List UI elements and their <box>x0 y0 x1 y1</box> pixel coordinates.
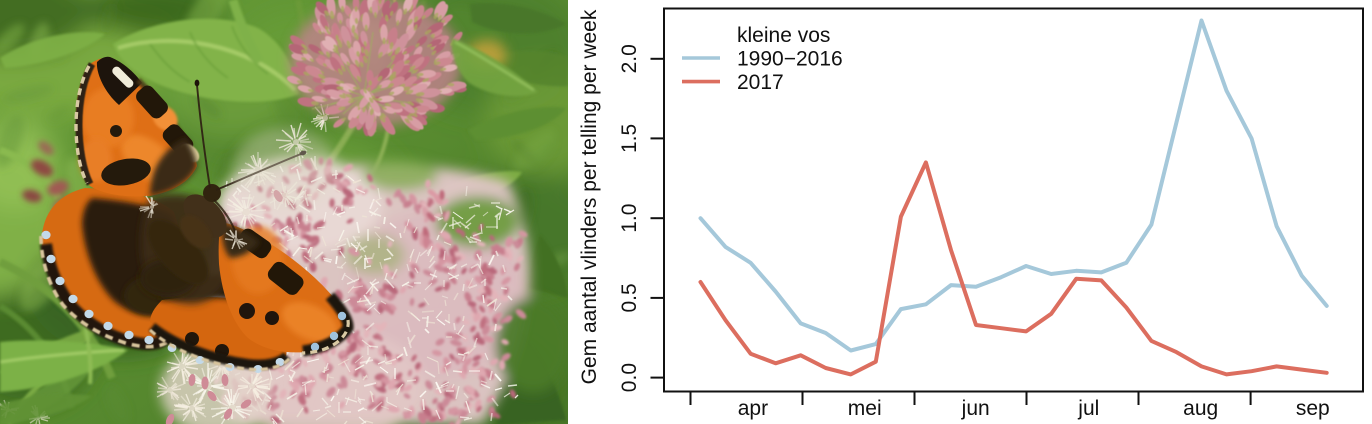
svg-text:jul: jul <box>1077 397 1099 420</box>
svg-text:mei: mei <box>848 397 882 420</box>
svg-text:0.0: 0.0 <box>618 363 641 392</box>
svg-text:1.0: 1.0 <box>618 204 641 233</box>
svg-text:1.5: 1.5 <box>618 124 641 153</box>
svg-text:sep: sep <box>1296 397 1330 420</box>
svg-text:2.0: 2.0 <box>618 44 641 73</box>
svg-text:kleine vos: kleine vos <box>737 24 830 47</box>
svg-text:Gem aantal vlinders per tellin: Gem aantal vlinders per telling per week <box>578 9 601 384</box>
svg-text:1990−2016: 1990−2016 <box>737 48 843 71</box>
svg-text:jun: jun <box>961 397 990 420</box>
svg-text:aug: aug <box>1183 397 1218 420</box>
svg-text:0.5: 0.5 <box>618 283 641 312</box>
svg-text:apr: apr <box>738 397 768 420</box>
svg-text:2017: 2017 <box>737 71 784 94</box>
